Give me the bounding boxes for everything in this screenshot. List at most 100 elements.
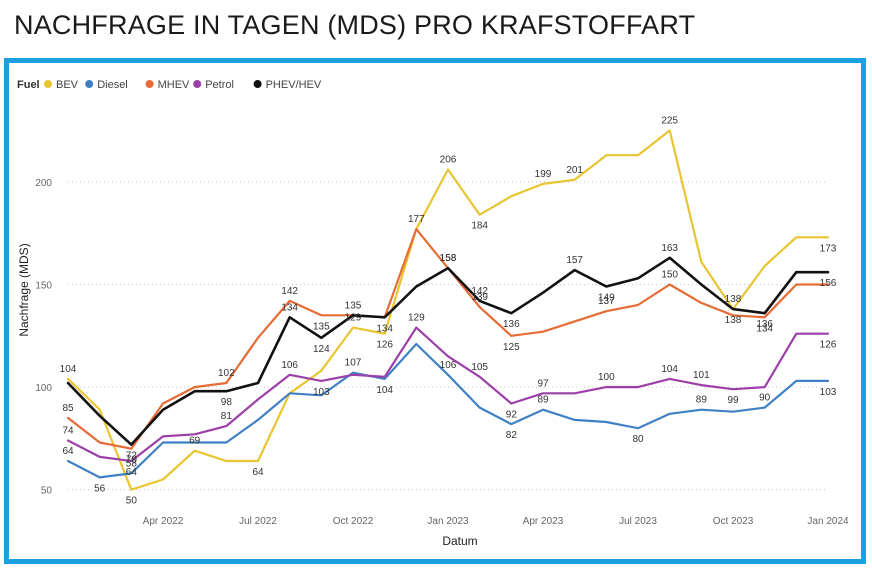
x-tick-label: Jul 2022: [239, 516, 277, 527]
y-tick-label: 50: [41, 486, 53, 497]
data-label: 104: [661, 364, 678, 375]
data-label: 64: [62, 446, 74, 457]
data-label: 134: [376, 323, 393, 334]
legend-entry: Petrol: [205, 79, 234, 91]
data-label: 98: [221, 397, 233, 408]
data-label: 134: [281, 302, 298, 313]
data-label: 69: [189, 436, 201, 447]
legend-marker: [44, 80, 52, 88]
data-label: 97: [537, 378, 549, 389]
data-label: 149: [598, 293, 615, 304]
legend-marker: [253, 80, 262, 88]
data-label: 201: [566, 165, 583, 176]
y-tick-label: 150: [35, 280, 52, 291]
y-tick-label: 100: [35, 383, 52, 394]
data-label: 158: [440, 253, 457, 264]
legend-entry: MHEV: [158, 79, 190, 91]
data-label: 142: [471, 286, 488, 297]
series-layer: [66, 129, 830, 491]
x-tick-label: Jan 2024: [807, 516, 849, 527]
page-title: NACHFRAGE IN TAGEN (MDS) PRO KRAFSTOFFAR…: [14, 10, 696, 40]
data-label: 129: [408, 313, 425, 324]
data-label: 177: [408, 214, 425, 225]
series-line-bev: [66, 129, 830, 491]
data-label: 99: [727, 395, 739, 406]
legend-marker: [85, 80, 94, 88]
data-label: 163: [661, 243, 678, 254]
data-label: 80: [632, 434, 644, 445]
data-label: 156: [820, 278, 837, 289]
data-label: 158: [440, 253, 457, 264]
data-label: 136: [503, 319, 520, 330]
x-tick-label: Jul 2023: [619, 516, 657, 527]
axis-layer: Datum Nachfrage (MDS) 50 100 150 200 Apr 202…: [17, 178, 849, 548]
data-label: 173: [820, 243, 837, 254]
x-tick-label: Oct 2022: [333, 516, 374, 527]
y-tick-label: 200: [35, 178, 52, 189]
data-label: 138: [725, 315, 742, 326]
x-tick-label: Jan 2023: [427, 516, 469, 527]
data-label: 102: [218, 368, 235, 379]
data-label: 89: [696, 395, 708, 406]
x-tick-label: Apr 2022: [143, 516, 184, 527]
x-axis-title: Datum: [442, 534, 477, 548]
y-axis-title: Nachfrage (MDS): [17, 243, 31, 336]
data-label: 70: [126, 455, 138, 466]
data-label: 138: [725, 294, 742, 305]
data-label: 134: [756, 323, 773, 334]
legend-title: Fuel: [17, 79, 40, 91]
legend-marker: [145, 80, 154, 88]
data-label: 104: [376, 385, 393, 396]
data-label: 74: [62, 425, 74, 436]
data-label: 129: [345, 313, 362, 324]
grid-layer: [68, 181, 828, 491]
data-label: 106: [281, 360, 298, 371]
data-label: 105: [471, 362, 488, 373]
data-label: 225: [661, 116, 678, 127]
legend-entry: PHEV/HEV: [266, 79, 322, 91]
data-label: 90: [759, 393, 771, 404]
data-label: 142: [281, 286, 298, 297]
data-label: 199: [535, 169, 552, 180]
data-label: 101: [693, 370, 710, 381]
data-label: 100: [598, 372, 615, 383]
data-label: 135: [345, 300, 362, 311]
data-label: 64: [126, 467, 138, 478]
data-label: 58: [126, 458, 138, 469]
data-label: 125: [503, 342, 520, 353]
data-label: 85: [62, 403, 74, 414]
data-label: 106: [440, 360, 457, 371]
data-label: 50: [126, 496, 138, 507]
x-tick-label: Oct 2023: [713, 516, 754, 527]
data-label: 139: [471, 292, 488, 303]
series-line-petrol: [66, 326, 830, 463]
data-label: 56: [94, 483, 106, 494]
data-label-layer: 104 50 69 64 129 126 206 184 199 201 225 138 173 64 56…: [60, 116, 837, 507]
data-label: 72: [126, 451, 138, 462]
data-label: 126: [376, 340, 393, 351]
x-tick-label: Apr 2023: [523, 516, 564, 527]
legend-marker: [193, 80, 202, 88]
data-label: 184: [471, 221, 488, 232]
data-label: 206: [440, 155, 457, 166]
data-label: 157: [566, 255, 583, 266]
data-label: 103: [820, 387, 837, 398]
legend: Fuel BEV Diesel MHEV Petrol PHEV/HEV: [17, 79, 322, 91]
legend-entry: BEV: [56, 79, 79, 91]
data-label: 92: [506, 410, 518, 421]
data-label: 126: [820, 340, 837, 351]
data-label: 89: [537, 395, 549, 406]
data-label: 64: [252, 467, 264, 478]
data-label: 150: [661, 269, 678, 280]
series-line-phev-hev: [66, 256, 830, 446]
data-label: 104: [60, 364, 77, 375]
data-label: 103: [313, 387, 330, 398]
data-label: 124: [313, 344, 330, 355]
data-label: 137: [598, 296, 615, 307]
data-label: 81: [221, 411, 233, 422]
data-label: 107: [345, 358, 362, 369]
data-label: 135: [313, 321, 330, 332]
legend-entry: Diesel: [97, 79, 128, 91]
data-label: 136: [756, 319, 773, 330]
